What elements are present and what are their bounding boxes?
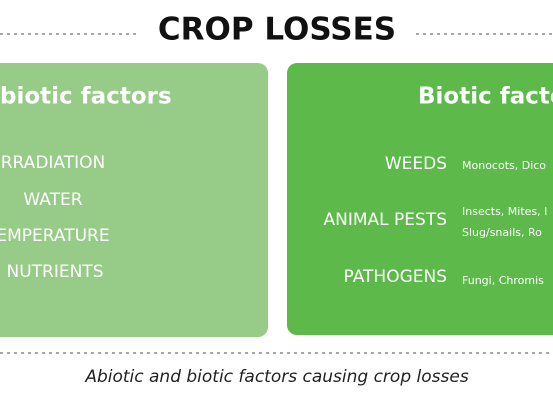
biotic-detail: Slug/snails, Ro [462, 226, 542, 239]
biotic-label: PATHOGENS [344, 267, 447, 287]
abiotic-heading: biotic factors [0, 84, 172, 110]
biotic-heading: Biotic facto [418, 84, 553, 110]
abiotic-item: EMPERATURE [0, 226, 110, 246]
abiotic-box [0, 63, 268, 337]
biotic-label: ANIMAL PESTS [324, 210, 448, 230]
title: CROP LOSSES [158, 12, 396, 48]
biotic-detail: Fungi, Chromis [462, 274, 544, 287]
biotic-detail: Insects, Mites, I [462, 205, 547, 218]
caption: Abiotic and biotic factors causing crop … [84, 367, 469, 387]
abiotic-item: RRADIATION [1, 153, 105, 173]
biotic-box [287, 63, 553, 335]
biotic-label: WEEDS [385, 154, 447, 174]
abiotic-item: WATER [23, 190, 82, 210]
abiotic-item: NUTRIENTS [6, 262, 103, 282]
biotic-detail: Monocots, Dico [462, 159, 546, 172]
